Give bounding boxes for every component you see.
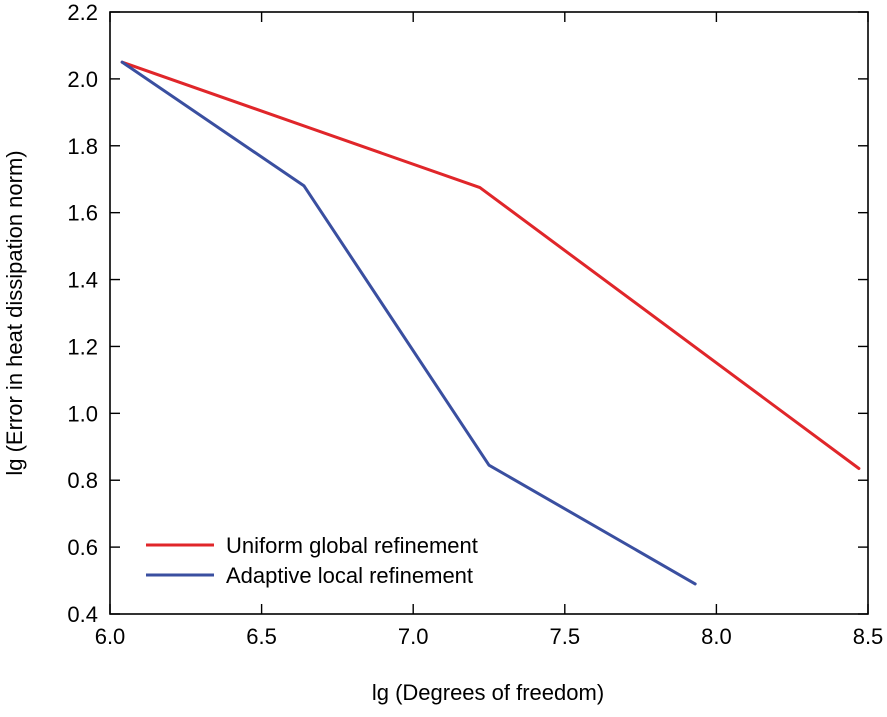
y-tick-label: 1.8: [67, 134, 98, 159]
legend-label-uniform-global-refinement: Uniform global refinement: [226, 533, 478, 558]
y-tick-label: 1.4: [67, 268, 98, 293]
y-tick-label: 1.0: [67, 401, 98, 426]
x-tick-label: 7.5: [550, 624, 581, 649]
series-line-adaptive-local-refinement: [120, 60, 697, 586]
y-tick-label: 2.2: [67, 0, 98, 25]
y-tick-label: 0.8: [67, 468, 98, 493]
y-tick-label: 2.0: [67, 67, 98, 92]
series-line-uniform-global-refinement: [120, 60, 861, 471]
x-axis-label: lg (Degrees of freedom): [372, 680, 604, 705]
x-axis: 6.0 6.5 7.0 7.5 8.0 8.5: [95, 12, 884, 649]
plot-area: [109, 11, 869, 615]
x-tick-label: 7.0: [398, 624, 429, 649]
y-axis: 0.4 0.6 0.8 1.0 1.2 1.4 1.6 1.8 2.0 2.2: [67, 0, 868, 627]
y-tick-label: 0.4: [67, 602, 98, 627]
legend: Uniform global refinement Adaptive local …: [146, 533, 478, 588]
y-tick-label: 1.2: [67, 334, 98, 359]
y-axis-label: lg (Error in heat dissipation norm): [2, 150, 27, 475]
y-tick-label: 1.6: [67, 201, 98, 226]
x-tick-label: 6.5: [246, 624, 277, 649]
y-tick-label: 0.6: [67, 535, 98, 560]
series-layer: [120, 60, 861, 586]
x-tick-label: 6.0: [95, 624, 126, 649]
x-tick-label: 8.5: [853, 624, 884, 649]
x-tick-label: 8.0: [701, 624, 732, 649]
legend-label-adaptive-local-refinement: Adaptive local refinement: [226, 563, 473, 588]
plot-frame: [109, 11, 869, 615]
